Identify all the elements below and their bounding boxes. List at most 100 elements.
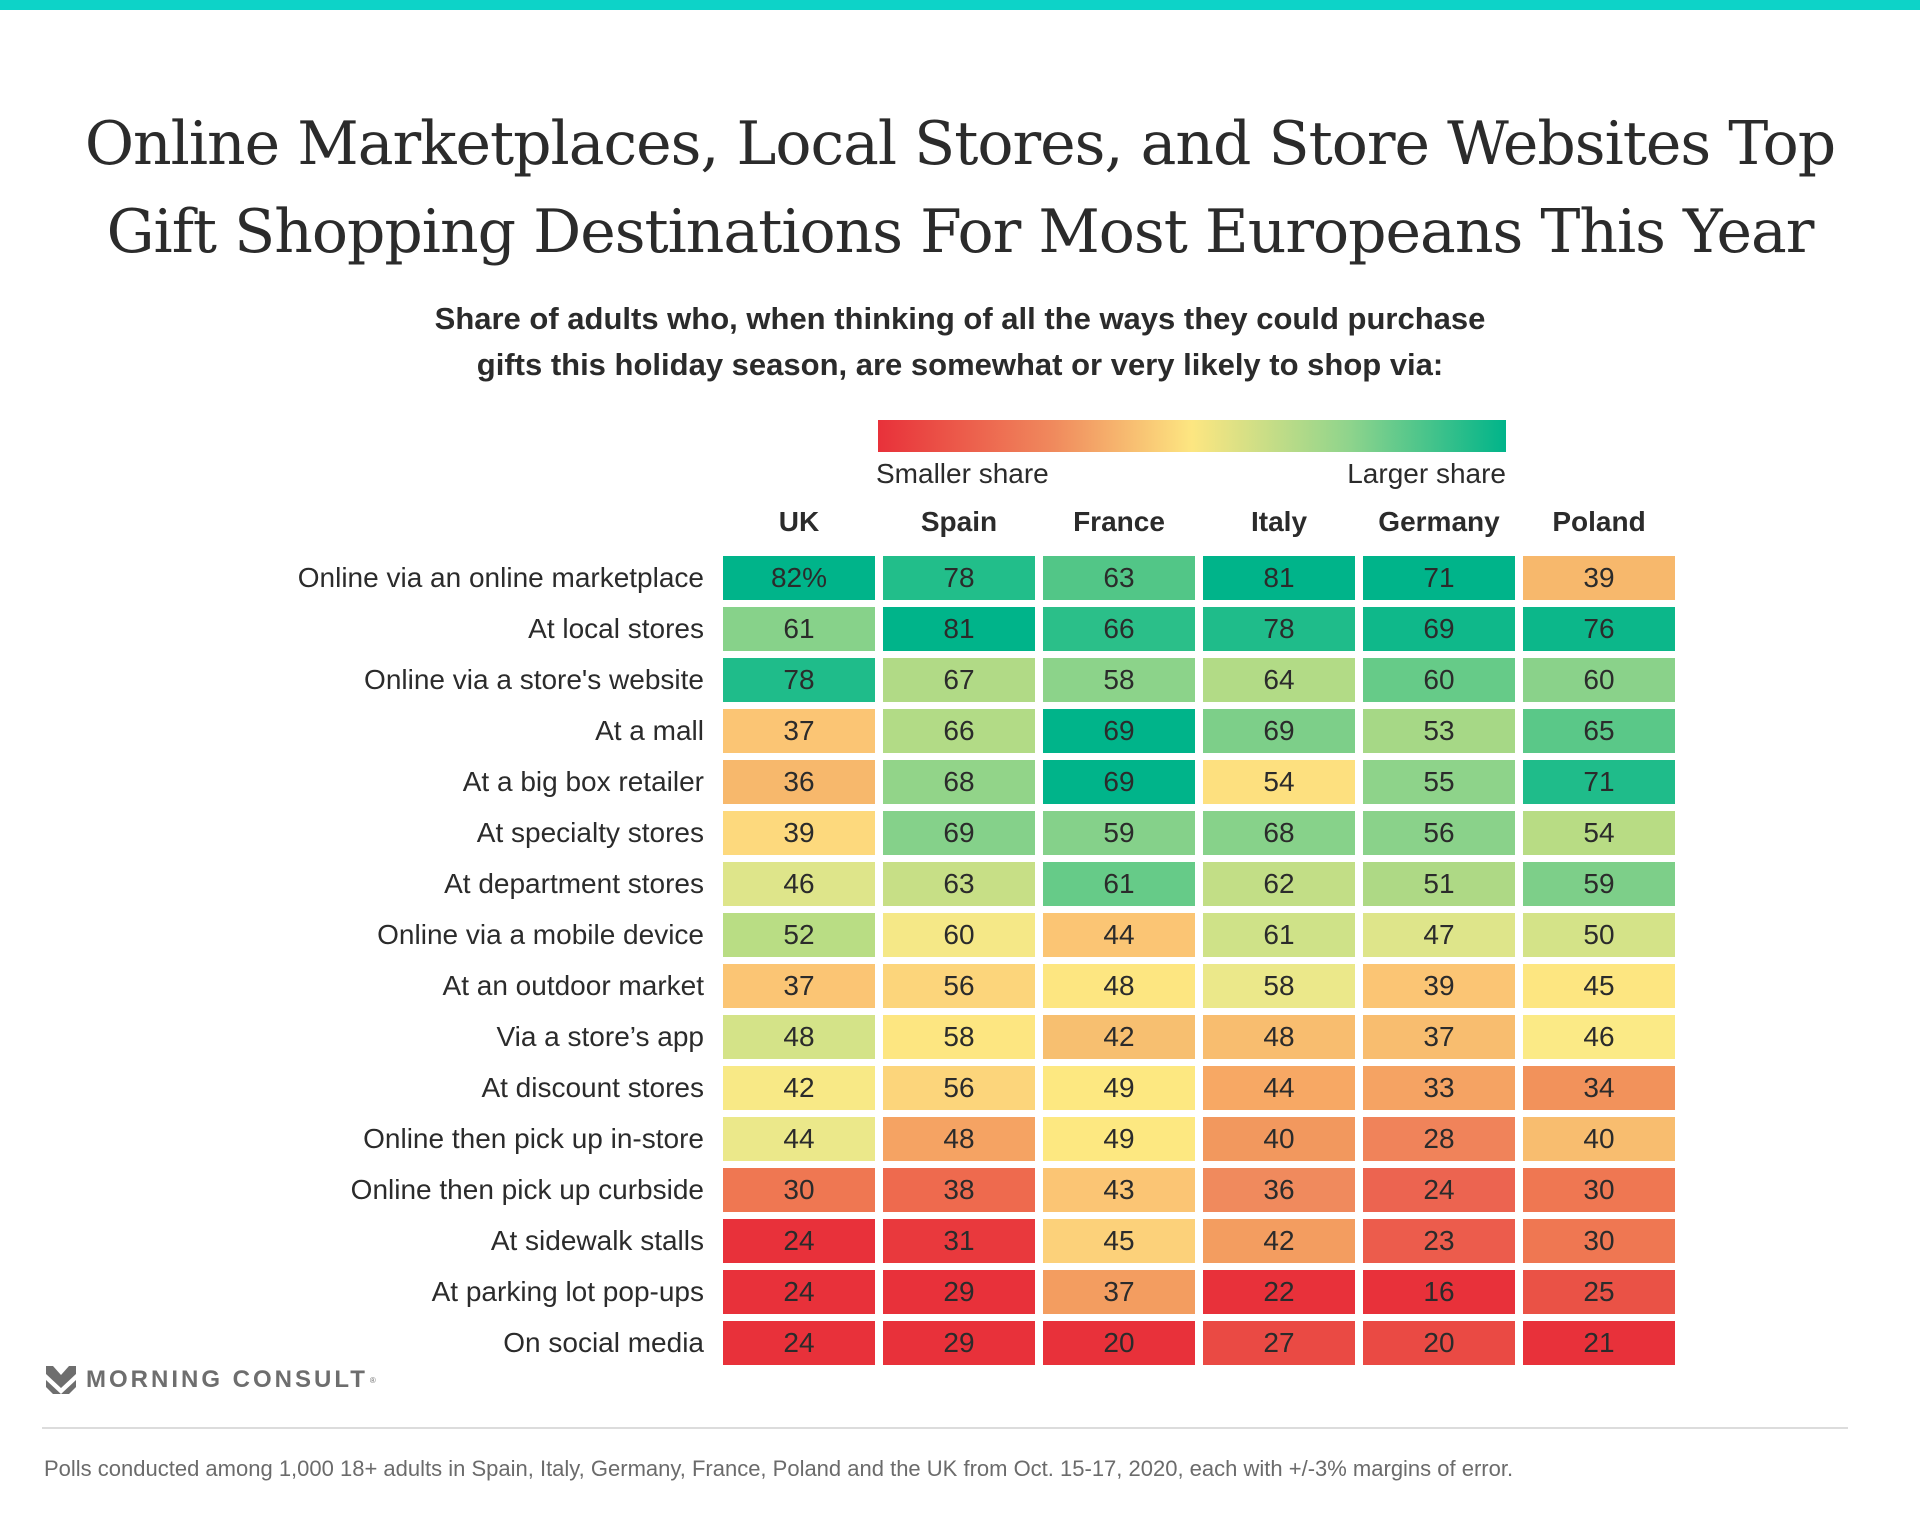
heatmap-cell: 71 <box>1523 760 1675 804</box>
heatmap-cell: 44 <box>1043 913 1195 957</box>
heatmap-cell: 45 <box>1523 964 1675 1008</box>
heatmap-cell: 39 <box>1363 964 1515 1008</box>
heatmap-cell: 46 <box>723 862 875 906</box>
heatmap-cell: 69 <box>1363 607 1515 651</box>
heatmap-cell: 16 <box>1363 1270 1515 1314</box>
heatmap-cell: 56 <box>1363 811 1515 855</box>
row-label: Online then pick up curbside <box>350 1174 704 1205</box>
heatmap-cell: 36 <box>723 760 875 804</box>
heatmap-cell: 22 <box>1203 1270 1355 1314</box>
heatmap-cell: 42 <box>1043 1015 1195 1059</box>
heatmap-cell: 63 <box>883 862 1035 906</box>
heatmap-cell: 52 <box>723 913 875 957</box>
heatmap-cell: 81 <box>883 607 1035 651</box>
heatmap-cell: 31 <box>883 1219 1035 1263</box>
heatmap-cell: 37 <box>1043 1270 1195 1314</box>
chart-subtitle: Share of adults who, when thinking of al… <box>0 296 1920 388</box>
heatmap-cell: 60 <box>1523 658 1675 702</box>
heatmap-cell: 68 <box>1203 811 1355 855</box>
heatmap-cell: 58 <box>883 1015 1035 1059</box>
heatmap-cell: 59 <box>1523 862 1675 906</box>
brand-accent-bar <box>0 0 1920 10</box>
chart-title-line-1: Online Marketplaces, Local Stores, and S… <box>84 109 1836 179</box>
heatmap-cell: 76 <box>1523 607 1675 651</box>
heatmap-cell: 65 <box>1523 709 1675 753</box>
chart-title-line-2: Gift Shopping Destinations For Most Euro… <box>106 197 1815 267</box>
heatmap-cell: 78 <box>723 658 875 702</box>
heatmap-cell: 23 <box>1363 1219 1515 1263</box>
heatmap-cell: 50 <box>1523 913 1675 957</box>
heatmap-cell: 40 <box>1523 1117 1675 1161</box>
row-label: At parking lot pop-ups <box>431 1276 704 1307</box>
heatmap-cell: 58 <box>1203 964 1355 1008</box>
heatmap-cell: 60 <box>1363 658 1515 702</box>
heatmap-cell: 49 <box>1043 1066 1195 1110</box>
heatmap-cell: 46 <box>1523 1015 1675 1059</box>
heatmap-cell: 47 <box>1363 913 1515 957</box>
heatmap-cell: 42 <box>723 1066 875 1110</box>
heatmap-cell: 58 <box>1043 658 1195 702</box>
column-header-france: France <box>1073 506 1165 537</box>
heatmap-cell: 54 <box>1523 811 1675 855</box>
heatmap-cell: 37 <box>1363 1015 1515 1059</box>
column-header-germany: Germany <box>1378 506 1500 537</box>
heatmap-cell: 78 <box>883 556 1035 600</box>
heatmap-cell: 44 <box>1203 1066 1355 1110</box>
heatmap-cell: 30 <box>723 1168 875 1212</box>
row-label: At an outdoor market <box>442 970 704 1001</box>
heatmap-cell: 49 <box>1043 1117 1195 1161</box>
heatmap-cell: 40 <box>1203 1117 1355 1161</box>
heatmap-cell: 43 <box>1043 1168 1195 1212</box>
heatmap-cell: 69 <box>1043 709 1195 753</box>
heatmap-cell: 54 <box>1203 760 1355 804</box>
heatmap-cell: 44 <box>723 1117 875 1161</box>
heatmap-cell: 68 <box>883 760 1035 804</box>
row-label: At discount stores <box>481 1072 704 1103</box>
heatmap-cell: 39 <box>1523 556 1675 600</box>
heatmap-cell: 48 <box>883 1117 1035 1161</box>
row-label: At sidewalk stalls <box>490 1225 704 1256</box>
heatmap-cell: 66 <box>883 709 1035 753</box>
legend-low-label: Smaller share <box>876 458 1049 489</box>
heatmap-cell: 63 <box>1043 556 1195 600</box>
heatmap-cell: 33 <box>1363 1066 1515 1110</box>
heatmap-cell: 61 <box>1043 862 1195 906</box>
logo-registered-mark: ® <box>369 1375 376 1385</box>
heatmap-cell: 24 <box>723 1321 875 1365</box>
row-label: Online via a store's website <box>364 664 704 695</box>
heatmap-cell: 48 <box>1203 1015 1355 1059</box>
heatmap-cell: 48 <box>1043 964 1195 1008</box>
heatmap-cell: 45 <box>1043 1219 1195 1263</box>
chart-subtitle-line-2: gifts this holiday season, are somewhat … <box>476 347 1444 382</box>
heatmap-cell: 25 <box>1523 1270 1675 1314</box>
heatmap-cell: 42 <box>1203 1219 1355 1263</box>
heatmap-cell: 55 <box>1363 760 1515 804</box>
heatmap-cell: 20 <box>1043 1321 1195 1365</box>
heatmap-cell: 69 <box>1043 760 1195 804</box>
heatmap-cell: 24 <box>1363 1168 1515 1212</box>
row-label: Online via a mobile device <box>377 919 704 950</box>
row-label: Online then pick up in-store <box>363 1123 704 1154</box>
heatmap-cell: 30 <box>1523 1219 1675 1263</box>
heatmap-cell: 24 <box>723 1219 875 1263</box>
heatmap-cell: 20 <box>1363 1321 1515 1365</box>
row-label: At local stores <box>528 613 704 644</box>
column-header-spain: Spain <box>920 506 998 537</box>
heatmap-cell: 66 <box>1043 607 1195 651</box>
chart-subtitle-line-1: Share of adults who, when thinking of al… <box>434 301 1486 336</box>
row-label: At specialty stores <box>476 817 704 848</box>
heatmap-cell: 24 <box>723 1270 875 1314</box>
heatmap-cell: 48 <box>723 1015 875 1059</box>
heatmap-cell: 39 <box>723 811 875 855</box>
heatmap-cell: 61 <box>1203 913 1355 957</box>
logo-text: MORNING CONSULT <box>86 1366 368 1393</box>
heatmap-cell: 27 <box>1203 1321 1355 1365</box>
heatmap-cell: 21 <box>1523 1321 1675 1365</box>
heatmap-cell: 62 <box>1203 862 1355 906</box>
row-label: On social media <box>503 1327 704 1358</box>
heatmap-cell: 67 <box>883 658 1035 702</box>
color-scale-legend-bar <box>878 420 1506 452</box>
morning-consult-logo: MORNING CONSULT ® <box>46 1366 376 1394</box>
heatmap-cell: 28 <box>1363 1117 1515 1161</box>
row-label: Online via an online marketplace <box>297 562 704 593</box>
